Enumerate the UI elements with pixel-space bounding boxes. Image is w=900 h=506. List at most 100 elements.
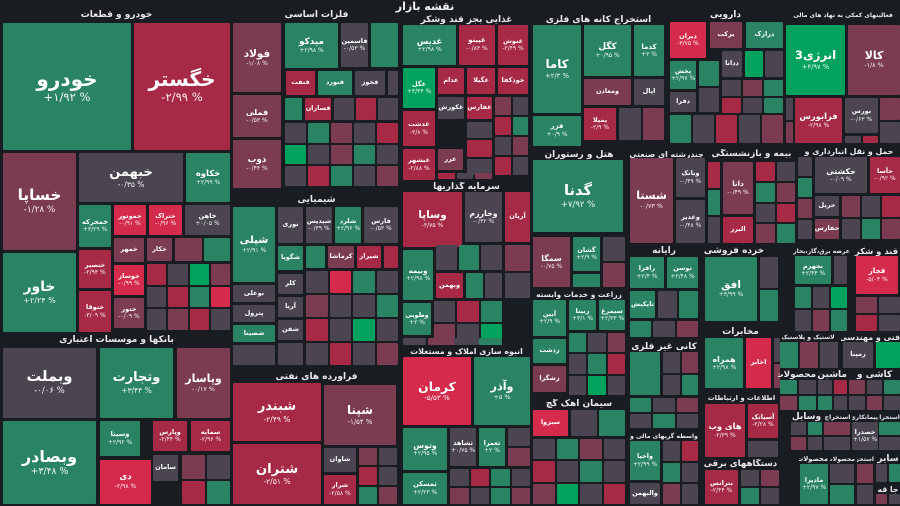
stock-tile-small[interactable]: [756, 224, 775, 243]
stock-tile[interactable]: خاهن +۰/۰۵ %: [185, 205, 230, 235]
stock-tile[interactable]: خاور +۲/۲۴ %: [3, 253, 76, 332]
stock-tile[interactable]: وبیمه +۲/۹۸ %: [403, 250, 433, 300]
stock-tile-small[interactable]: [189, 286, 209, 308]
stock-tile-small[interactable]: [603, 461, 625, 482]
stock-tile[interactable]: ددانا: [722, 51, 742, 77]
stock-tile[interactable]: خوساز -۰/۹۹ %: [114, 265, 144, 295]
stock-tile-small[interactable]: [505, 272, 530, 298]
stock-tile[interactable]: فاسمین -۰/۵۳ %: [341, 23, 368, 67]
stock-tile-small[interactable]: [436, 245, 457, 270]
stock-tile-small[interactable]: [676, 321, 698, 337]
stock-tile-small[interactable]: [607, 375, 625, 395]
stock-tile-small[interactable]: [879, 315, 900, 331]
stock-tile-small[interactable]: [384, 246, 398, 268]
stock-tile[interactable]: زبینا +۳/۱ %: [569, 300, 596, 330]
stock-tile-small[interactable]: [786, 98, 793, 120]
stock-tile[interactable]: دفرا: [670, 92, 696, 112]
stock-tile[interactable]: ختوقا -۳/۰۹ %: [79, 291, 111, 332]
stock-tile-small[interactable]: [653, 321, 675, 337]
stock-tile[interactable]: واحیا +۲/۹۹ %: [630, 441, 660, 480]
stock-tile-small[interactable]: [457, 301, 479, 322]
stock-tile[interactable]: رمپنا: [843, 342, 873, 368]
stock-tile-small[interactable]: [798, 220, 812, 239]
stock-tile-small[interactable]: [882, 218, 900, 239]
stock-tile-small[interactable]: [278, 343, 303, 365]
stock-tile-small[interactable]: [756, 182, 775, 202]
stock-tile[interactable]: میدکو +۲/۹۸ %: [285, 23, 338, 68]
stock-tile-small[interactable]: [379, 448, 397, 466]
stock-tile-small[interactable]: [450, 469, 469, 486]
stock-tile-small[interactable]: [168, 309, 188, 330]
stock-tile-small[interactable]: [780, 396, 797, 410]
stock-tile[interactable]: فسازان: [305, 98, 331, 120]
stock-tile-small[interactable]: [820, 342, 838, 368]
stock-tile-small[interactable]: [830, 464, 854, 483]
stock-tile[interactable]: خمهر: [114, 238, 144, 262]
stock-tile-small[interactable]: [533, 483, 555, 504]
stock-tile-small[interactable]: [818, 396, 832, 410]
stock-tile-small[interactable]: [189, 309, 209, 330]
stock-tile-small[interactable]: [491, 487, 510, 504]
stock-tile[interactable]: شفن: [278, 320, 303, 340]
stock-tile-small[interactable]: [480, 301, 502, 322]
stock-tile[interactable]: بجهرم +۲/۴۴ %: [795, 256, 831, 284]
stock-tile-small[interactable]: [210, 309, 230, 330]
stock-tile-small[interactable]: [739, 115, 760, 143]
stock-tile-small[interactable]: [681, 462, 698, 483]
stock-tile[interactable]: فملی -۰/۵۳ %: [233, 95, 281, 137]
stock-tile[interactable]: فنورد: [318, 71, 352, 95]
stock-tile-small[interactable]: [376, 295, 398, 317]
stock-tile-small[interactable]: [285, 144, 306, 165]
stock-tile[interactable]: وسینا +۲/۹۲ %: [100, 421, 140, 456]
stock-tile-small[interactable]: [791, 422, 806, 435]
stock-tile[interactable]: انرژی3 +۴/۹۷ %: [786, 25, 845, 95]
stock-tile[interactable]: فرابورس -۲/۹۸ %: [795, 98, 842, 143]
stock-tile[interactable]: زشگزا: [533, 366, 566, 392]
stock-tile[interactable]: فزر +۰/۹ %: [533, 116, 581, 146]
stock-tile-small[interactable]: [334, 98, 354, 120]
stock-tile-small[interactable]: [508, 448, 530, 466]
stock-tile-small[interactable]: [511, 469, 530, 486]
stock-tile[interactable]: رافزا +۲/۴ %: [630, 257, 664, 288]
stock-tile-small[interactable]: [762, 115, 783, 143]
stock-tile-small[interactable]: [331, 144, 352, 165]
stock-tile[interactable]: غزر: [438, 149, 463, 170]
stock-tile[interactable]: ثمسکن +۲/۲۳ %: [403, 473, 447, 504]
stock-tile-small[interactable]: [862, 136, 878, 143]
stock-tile[interactable]: گشان +۲/۹ %: [573, 237, 600, 271]
stock-tile-small[interactable]: [331, 166, 352, 186]
stock-tile-small[interactable]: [708, 217, 720, 243]
stock-tile-small[interactable]: [798, 157, 812, 176]
stock-tile[interactable]: دانا -۰/۴۹ %: [723, 162, 753, 214]
stock-tile-small[interactable]: [470, 469, 489, 486]
stock-tile-small[interactable]: [807, 437, 822, 450]
stock-tile[interactable]: شیراز: [357, 246, 381, 268]
stock-tile-small[interactable]: [831, 310, 847, 331]
stock-tile-small[interactable]: [807, 422, 822, 435]
stock-tile-small[interactable]: [795, 287, 811, 308]
stock-tile-small[interactable]: [824, 437, 850, 450]
stock-tile[interactable]: کگل +۰/۹۵ %: [584, 25, 631, 76]
stock-tile-small[interactable]: [453, 338, 477, 345]
stock-tile-small[interactable]: [512, 137, 528, 155]
stock-tile-small[interactable]: [663, 462, 680, 483]
stock-tile[interactable]: قجار -۵/۰۳ %: [856, 256, 898, 294]
stock-tile-small[interactable]: [879, 422, 900, 435]
stock-tile-small[interactable]: [708, 189, 720, 216]
stock-tile[interactable]: سمگا -۰/۷۵ %: [533, 237, 570, 287]
stock-tile-small[interactable]: [599, 410, 625, 436]
stock-tile-small[interactable]: [556, 461, 578, 482]
stock-tile-small[interactable]: [699, 87, 719, 112]
stock-tile[interactable]: غگیلا: [467, 68, 495, 94]
stock-tile-small[interactable]: [630, 321, 652, 337]
stock-tile-small[interactable]: [745, 51, 763, 77]
stock-tile-small[interactable]: [799, 380, 816, 394]
stock-tile-small[interactable]: [306, 319, 328, 341]
stock-tile[interactable]: کالا -۱/۸ %: [848, 25, 900, 95]
stock-tile-small[interactable]: [533, 439, 555, 460]
stock-tile-small[interactable]: [495, 137, 511, 155]
stock-tile[interactable]: نوری: [278, 207, 303, 243]
stock-tile-small[interactable]: [619, 108, 641, 140]
stock-tile-small[interactable]: [569, 333, 587, 353]
stock-tile-small[interactable]: [889, 494, 900, 504]
